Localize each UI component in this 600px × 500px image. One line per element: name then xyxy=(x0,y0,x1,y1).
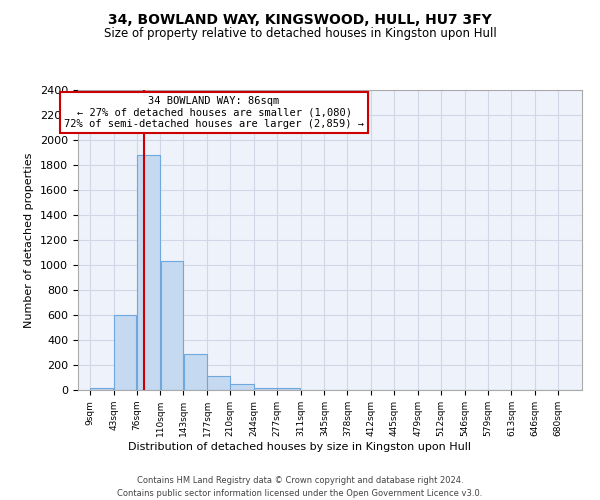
Text: Size of property relative to detached houses in Kingston upon Hull: Size of property relative to detached ho… xyxy=(104,28,496,40)
Bar xyxy=(230,384,254,390)
Bar xyxy=(90,388,113,390)
Bar xyxy=(184,354,207,390)
Text: 34 BOWLAND WAY: 86sqm
← 27% of detached houses are smaller (1,080)
72% of semi-d: 34 BOWLAND WAY: 86sqm ← 27% of detached … xyxy=(64,96,364,129)
Bar xyxy=(137,155,160,390)
Bar xyxy=(254,388,277,390)
Text: 34, BOWLAND WAY, KINGSWOOD, HULL, HU7 3FY: 34, BOWLAND WAY, KINGSWOOD, HULL, HU7 3F… xyxy=(108,12,492,26)
Text: Distribution of detached houses by size in Kingston upon Hull: Distribution of detached houses by size … xyxy=(128,442,472,452)
Bar xyxy=(208,376,230,390)
Bar xyxy=(114,315,136,390)
Bar xyxy=(277,388,301,390)
Y-axis label: Number of detached properties: Number of detached properties xyxy=(25,152,34,328)
Bar xyxy=(161,261,183,390)
Text: Contains HM Land Registry data © Crown copyright and database right 2024.
Contai: Contains HM Land Registry data © Crown c… xyxy=(118,476,482,498)
